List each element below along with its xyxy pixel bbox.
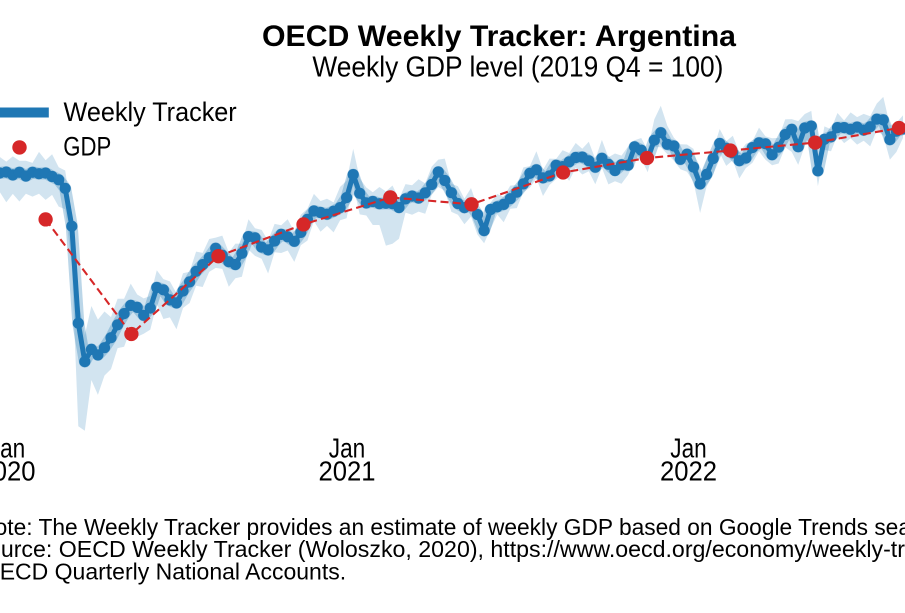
svg-text:Jan: Jan	[670, 433, 707, 464]
svg-text:Source: OECD Weekly Tracker (W: Source: OECD Weekly Tracker (Woloszko, 2…	[0, 536, 905, 562]
svg-text:2021: 2021	[319, 456, 376, 487]
svg-text:2020: 2020	[0, 456, 36, 487]
svg-text:Jan: Jan	[329, 433, 366, 464]
svg-text:Weekly GDP level (2019 Q4 = 10: Weekly GDP level (2019 Q4 = 100)	[312, 51, 723, 83]
svg-text:Jan: Jan	[0, 433, 25, 464]
svg-text:GDP: GDP	[63, 132, 111, 162]
svg-text:Weekly Tracker: Weekly Tracker	[64, 97, 237, 127]
svg-text:2022: 2022	[660, 456, 717, 487]
svg-text:OECD Weekly Tracker: Argentina: OECD Weekly Tracker: Argentina	[262, 20, 736, 53]
svg-text:OECD Quarterly National Accoun: OECD Quarterly National Accounts.	[0, 559, 346, 585]
svg-text:Note: The Weekly Tracker provi: Note: The Weekly Tracker provides an est…	[0, 514, 905, 540]
